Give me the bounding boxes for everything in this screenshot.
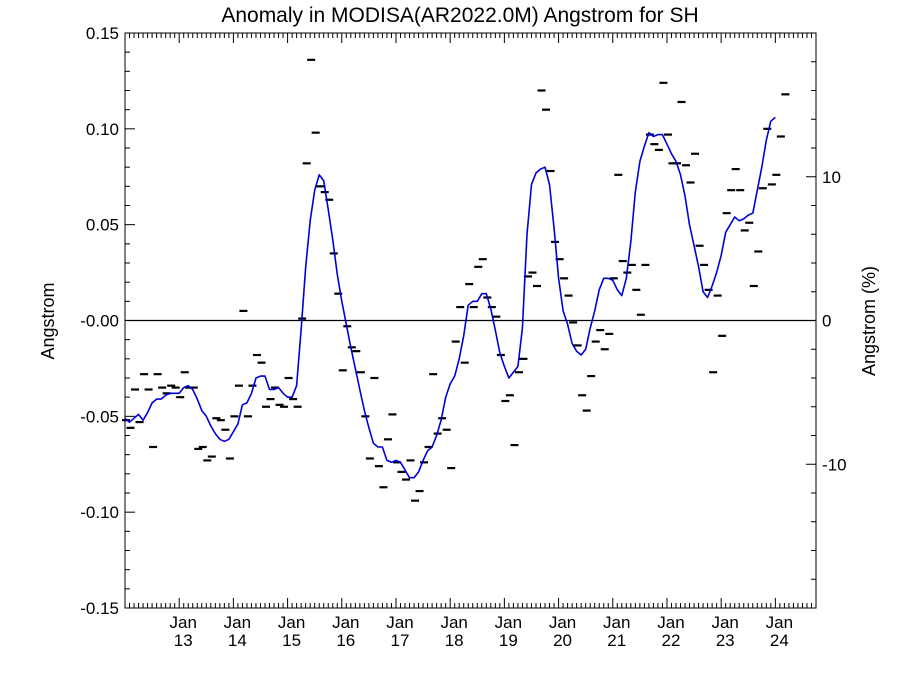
x-tick-label-month: Jan bbox=[495, 613, 522, 632]
y-tick-label: 0.05 bbox=[86, 216, 119, 235]
x-tick-label-month: Jan bbox=[278, 613, 305, 632]
x-tick-label-month: Jan bbox=[169, 613, 196, 632]
y-tick-label: 0.10 bbox=[86, 120, 119, 139]
x-tick-label-month: Jan bbox=[386, 613, 413, 632]
plot-series bbox=[122, 58, 816, 502]
y-axis-label-right: Angstrom (%) bbox=[859, 266, 879, 376]
y-right-tick-label: 0 bbox=[822, 312, 831, 331]
x-tick-label-year: 13 bbox=[174, 631, 193, 650]
x-tick-label-month: Jan bbox=[766, 613, 793, 632]
x-tick-label-year: 14 bbox=[228, 631, 247, 650]
x-tick-label-year: 15 bbox=[282, 631, 301, 650]
x-tick-label-year: 23 bbox=[716, 631, 735, 650]
y-right-tick-label: -10 bbox=[822, 455, 847, 474]
x-tick-label-year: 20 bbox=[553, 631, 572, 650]
x-tick-label-year: 18 bbox=[445, 631, 464, 650]
x-tick-label-year: 16 bbox=[336, 631, 355, 650]
x-tick-label-year: 21 bbox=[607, 631, 626, 650]
y-right-tick-label: 10 bbox=[822, 168, 841, 187]
y-tick-label: -0.05 bbox=[80, 407, 119, 426]
axis-ticks bbox=[125, 32, 816, 609]
x-tick-label-month: Jan bbox=[657, 613, 684, 632]
y-axis-label-left: Angstrom bbox=[38, 282, 58, 359]
chart-title: Anomaly in MODISA(AR2022.0M) Angstrom fo… bbox=[221, 4, 698, 27]
y-tick-label: 0.15 bbox=[86, 24, 119, 43]
x-tick-label-year: 22 bbox=[661, 631, 680, 650]
y-tick-label: -0.15 bbox=[80, 599, 119, 618]
plot-frame bbox=[124, 32, 817, 609]
x-tick-label-month: Jan bbox=[711, 613, 738, 632]
tick-labels: 0.15 0.10 0.05 -0.00 -0.05 -0.10 -0.15 10 0 -10 Ja… bbox=[80, 24, 846, 650]
running-mean-line bbox=[124, 116, 776, 479]
y-tick-label: -0.10 bbox=[80, 503, 119, 522]
x-tick-label-month: Jan bbox=[603, 613, 630, 632]
x-tick-label-month: Jan bbox=[549, 613, 576, 632]
x-tick-label-month: Jan bbox=[332, 613, 359, 632]
x-tick-label-year: 19 bbox=[499, 631, 518, 650]
y-tick-label: -0.00 bbox=[80, 312, 119, 331]
x-tick-label-year: 24 bbox=[770, 631, 789, 650]
x-tick-label-year: 17 bbox=[391, 631, 410, 650]
x-tick-label-month: Jan bbox=[224, 613, 251, 632]
x-tick-label-month: Jan bbox=[440, 613, 467, 632]
